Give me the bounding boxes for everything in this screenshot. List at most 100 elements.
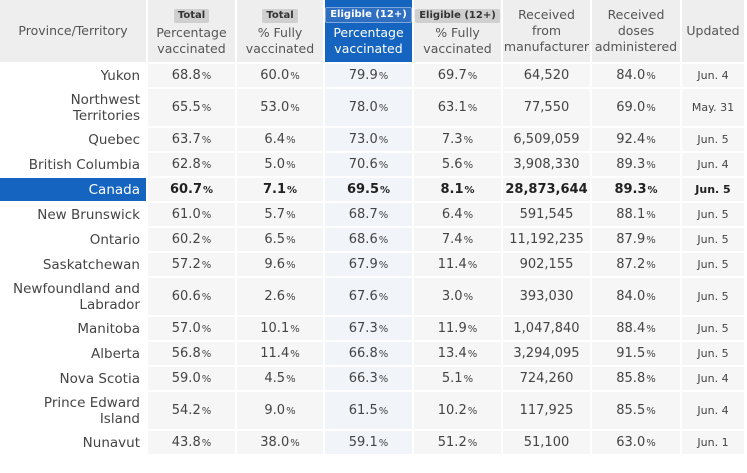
percent-unit: % <box>201 374 212 385</box>
received-cell-value: 64,520 <box>523 68 570 83</box>
table-row[interactable]: British Columbia 62.8% 5.0% 70.6% 5.6% 3,908,… <box>0 153 744 176</box>
updated-cell-value: Jun. 5 <box>697 258 729 271</box>
header-province-label: Province/Territory <box>18 23 128 38</box>
table-row[interactable]: Nunavut 43.8% 38.0% 59.1% 51.2% 51,100 63.0% Ju… <box>0 431 744 454</box>
percent-unit: % <box>201 260 212 271</box>
administered-cell-value: 91.5 <box>616 346 646 361</box>
total-full-cell: 53.0% <box>237 89 323 126</box>
table-row[interactable]: Northwest Territories 65.5% 53.0% 78.0% 63.1… <box>0 89 744 126</box>
table-row[interactable]: Prince Edward Island 54.2% 9.0% 61.5% 10.2% 1… <box>0 392 744 429</box>
header-province[interactable]: Province/Territory <box>0 0 146 62</box>
total-full-cell-value: 60.0 <box>260 68 290 83</box>
province-name-value: British Columbia <box>28 156 140 173</box>
table-row[interactable]: Yukon 68.8% 60.0% 79.9% 69.7% 64,520 84.0% Jun.… <box>0 64 744 87</box>
percent-unit: % <box>463 210 474 221</box>
total-full-cell: 7.1% <box>237 178 323 201</box>
table-row[interactable]: Saskatchewan 57.2% 9.6% 67.9% 11.4% 902,155 87… <box>0 253 744 276</box>
total-pct-cell-value: 65.5 <box>171 100 201 115</box>
percent-unit: % <box>290 103 300 114</box>
total-full-cell-value: 9.0 <box>264 403 286 418</box>
province-name: Canada <box>0 178 146 201</box>
total-full-cell: 9.0% <box>237 392 323 429</box>
table-row-canada[interactable]: Canada 60.7% 7.1% 69.5% 8.1% 28,873,644 89.3% J… <box>0 178 744 201</box>
administered-cell: 87.9% <box>592 228 680 251</box>
table-body: Yukon 68.8% 60.0% 79.9% 69.7% 64,520 84.0% Jun.… <box>0 64 744 454</box>
total-pct-cell-value: 54.2 <box>171 403 201 418</box>
updated-cell-value: Jun. 5 <box>697 233 729 246</box>
eligible-pct-cell-value: 66.8 <box>348 346 378 361</box>
administered-cell-value: 88.4 <box>616 321 646 336</box>
percent-unit: % <box>378 135 389 146</box>
table-row[interactable]: Ontario 60.2% 6.5% 68.6% 7.4% 11,192,235 87.9%… <box>0 228 744 251</box>
percent-unit: % <box>286 210 296 221</box>
header-updated[interactable]: Updated <box>682 0 744 62</box>
header-eligible-full[interactable]: Eligible (12+) % Fully vaccinated <box>414 0 501 62</box>
updated-cell-value: Jun. 1 <box>697 436 729 449</box>
eligible-badge: Eligible (12+) <box>415 8 500 23</box>
eligible-full-cell: 8.1% <box>414 178 501 201</box>
received-cell-value: 3,908,330 <box>513 157 580 172</box>
total-full-cell-value: 7.1 <box>262 182 286 197</box>
percent-unit: % <box>201 324 212 335</box>
eligible-full-cell: 13.4% <box>414 342 501 365</box>
total-pct-cell-value: 62.8 <box>171 157 201 172</box>
administered-cell: 87.2% <box>592 253 680 276</box>
eligible-pct-cell-value: 70.6 <box>348 157 378 172</box>
received-cell-value: 28,873,644 <box>505 182 588 197</box>
province-name-value: Saskatchewan <box>42 256 140 273</box>
received-cell-value: 902,155 <box>519 257 574 272</box>
updated-cell-value: Jun. 4 <box>697 158 729 171</box>
province-name: Nova Scotia <box>0 367 146 390</box>
table-row[interactable]: Quebec 63.7% 6.4% 73.0% 7.3% 6,509,059 92.4% Ju… <box>0 128 744 151</box>
total-pct-cell: 60.7% <box>148 178 235 201</box>
province-name: New Brunswick <box>0 203 146 226</box>
total-full-cell-value: 4.5 <box>264 371 286 386</box>
header-administered[interactable]: Received doses administered <box>592 0 680 62</box>
percent-unit: % <box>646 292 656 303</box>
eligible-full-cell: 63.1% <box>414 89 501 126</box>
percent-unit: % <box>378 438 389 449</box>
table-row[interactable]: Manitoba 57.0% 10.1% 67.3% 11.9% 1,047,840 88.… <box>0 317 744 340</box>
province-name-value: Alberta <box>91 345 140 362</box>
updated-cell-value: Jun. 4 <box>697 372 729 385</box>
updated-cell-value: Jun. 5 <box>697 347 729 360</box>
eligible-pct-cell-value: 73.0 <box>348 132 378 147</box>
table-row[interactable]: Newfoundland and Labrador 60.6% 2.6% 67.6% 3… <box>0 278 744 315</box>
updated-cell: Jun. 5 <box>682 228 744 251</box>
administered-cell-value: 89.3 <box>614 182 647 197</box>
received-cell-value: 591,545 <box>519 207 574 222</box>
header-total-full[interactable]: Total % Fully vaccinated <box>237 0 323 62</box>
total-pct-cell-value: 57.0 <box>171 321 201 336</box>
received-cell-value: 11,192,235 <box>509 232 584 247</box>
eligible-pct-cell: 70.6% <box>325 153 412 176</box>
eligible-full-cell: 7.3% <box>414 128 501 151</box>
eligible-pct-cell: 59.1% <box>325 431 412 454</box>
table-row[interactable]: Alberta 56.8% 11.4% 66.8% 13.4% 3,294,095 91.5… <box>0 342 744 365</box>
total-full-cell: 6.5% <box>237 228 323 251</box>
header-total-pct[interactable]: Total Percentage vaccinated <box>148 0 235 62</box>
eligible-full-cell-value: 69.7 <box>437 68 467 83</box>
header-eligible-pct[interactable]: Eligible (12+) Percentage vaccinated <box>325 0 412 62</box>
updated-cell-value: Jun. 4 <box>697 404 729 417</box>
total-full-cell-value: 11.4 <box>260 346 290 361</box>
percent-unit: % <box>463 292 474 303</box>
eligible-pct-cell-value: 68.6 <box>348 232 378 247</box>
table-row[interactable]: Nova Scotia 59.0% 4.5% 66.3% 5.1% 724,260 85.8… <box>0 367 744 390</box>
eligible-full-cell-value: 7.4 <box>441 232 463 247</box>
percent-unit: % <box>463 374 474 385</box>
total-full-cell-value: 2.6 <box>264 289 286 304</box>
updated-cell: Jun. 5 <box>682 128 744 151</box>
updated-cell: Jun. 5 <box>682 178 744 201</box>
administered-cell: 92.4% <box>592 128 680 151</box>
percent-unit: % <box>203 185 214 196</box>
received-cell-value: 724,260 <box>519 371 574 386</box>
percent-unit: % <box>646 406 656 417</box>
table-row[interactable]: New Brunswick 61.0% 5.7% 68.7% 6.4% 591,545 88… <box>0 203 744 226</box>
header-administered-label: Received doses administered <box>594 7 678 54</box>
header-received[interactable]: Received from manufacturer <box>503 0 590 62</box>
header-total-pct-label: Percentage vaccinated <box>156 24 227 56</box>
administered-cell-value: 69.0 <box>616 100 646 115</box>
percent-unit: % <box>378 235 389 246</box>
total-full-cell-value: 38.0 <box>260 435 290 450</box>
eligible-full-cell-value: 13.4 <box>437 346 467 361</box>
